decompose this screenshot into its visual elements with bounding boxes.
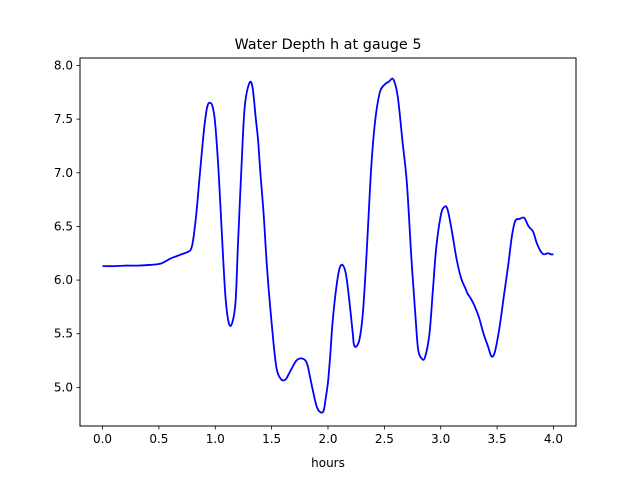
x-tick-label: 0.0 [93, 432, 112, 446]
x-axis: 0.0 0.5 1.0 1.5 2.0 2.5 3.0 3.5 4.0 [93, 426, 563, 446]
y-tick-label: 6.0 [54, 273, 73, 287]
y-axis: 5.0 5.5 6.0 6.5 7.0 7.5 8.0 [54, 59, 80, 394]
x-tick-label: 3.0 [431, 432, 450, 446]
series-line-0 [102, 77, 554, 414]
x-tick-label: 0.5 [149, 432, 168, 446]
x-axis-label: hours [311, 456, 345, 470]
y-tick-label: 5.0 [54, 380, 73, 394]
y-tick-label: 8.0 [54, 59, 73, 73]
y-tick-label: 7.0 [54, 166, 73, 180]
y-tick-label: 7.5 [54, 112, 73, 126]
x-tick-label: 2.5 [375, 432, 394, 446]
chart-title: Water Depth h at gauge 5 [234, 37, 421, 53]
x-tick-label: 4.0 [544, 432, 563, 446]
plot-area [102, 77, 554, 414]
x-tick-label: 3.5 [488, 432, 507, 446]
x-tick-label: 1.5 [262, 432, 281, 446]
y-tick-label: 6.5 [54, 219, 73, 233]
x-tick-label: 2.0 [318, 432, 337, 446]
x-tick-label: 1.0 [206, 432, 225, 446]
y-tick-label: 5.5 [54, 327, 73, 341]
